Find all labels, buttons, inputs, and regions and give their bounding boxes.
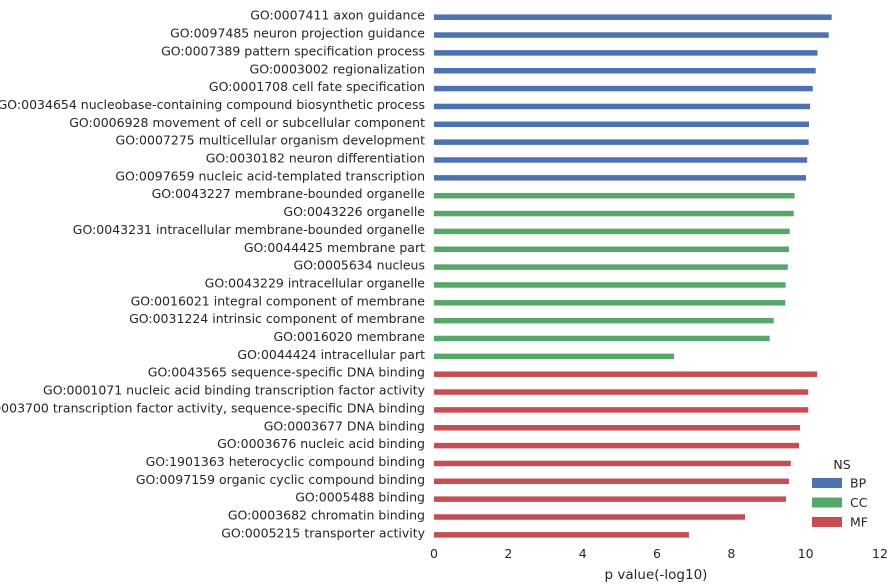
category-label: GO:0043231 intracellular membrane-bounde… bbox=[73, 222, 426, 237]
x-axis: 0 2 4 6 8 10 12 bbox=[430, 546, 888, 561]
bar-bp bbox=[434, 50, 818, 56]
category-label: GO:0007411 axon guidance bbox=[250, 8, 425, 23]
bar-cc bbox=[434, 300, 786, 306]
category-label: GO:0044424 intracellular part bbox=[237, 347, 425, 362]
x-tick-label: 4 bbox=[579, 546, 587, 561]
bar-cc bbox=[434, 192, 795, 199]
category-label: GO:0003677 DNA binding bbox=[264, 418, 425, 433]
category-label: GO:0097485 neuron projection guidance bbox=[170, 26, 425, 41]
bars-layer bbox=[434, 14, 832, 538]
category-label: GO:0097659 nucleic acid-templated transc… bbox=[115, 168, 425, 183]
category-label: GO:0005215 transporter activity bbox=[221, 525, 425, 540]
category-label: GO:0097159 organic cyclic compound bindi… bbox=[136, 472, 425, 487]
category-label: GO:0007275 multicellular organism develo… bbox=[116, 133, 426, 148]
category-label: GO:0034654 nucleobase-containing compoun… bbox=[0, 97, 425, 112]
category-label: GO:0031224 intrinsic component of membra… bbox=[129, 311, 425, 326]
category-label: GO:0016021 integral component of membran… bbox=[131, 293, 426, 308]
bar-mf bbox=[434, 407, 809, 413]
bar-cc bbox=[434, 210, 794, 217]
bar-mf bbox=[434, 389, 809, 395]
category-label: GO:0003700 transcription factor activity… bbox=[0, 400, 425, 415]
category-label: GO:0003676 nucleic acid binding bbox=[217, 436, 425, 451]
category-label: GO:0043227 membrane-bounded organelle bbox=[152, 186, 426, 201]
category-label: GO:0043565 sequence-specific DNA binding bbox=[148, 365, 425, 380]
bar-cc bbox=[434, 353, 675, 360]
x-tick-label: 2 bbox=[504, 546, 512, 561]
bar-bp bbox=[434, 139, 809, 145]
category-label: GO:0003002 regionalization bbox=[250, 61, 425, 76]
x-axis-label: p value(-log10) bbox=[605, 567, 708, 583]
bar-mf bbox=[434, 496, 786, 502]
category-label: GO:0001708 cell fate specification bbox=[209, 79, 425, 94]
legend: NS BP CC MF bbox=[812, 457, 868, 530]
legend-swatch-cc bbox=[812, 497, 842, 508]
bar-bp bbox=[434, 68, 816, 74]
bar-mf bbox=[434, 425, 801, 431]
legend-label-cc: CC bbox=[850, 495, 868, 510]
legend-label-bp: BP bbox=[850, 476, 867, 491]
bar-cc bbox=[434, 335, 770, 342]
bar-bp bbox=[434, 175, 807, 181]
x-tick-label: 12 bbox=[872, 546, 888, 561]
bar-bp bbox=[434, 14, 832, 20]
bar-bp bbox=[434, 32, 829, 38]
legend-title: NS bbox=[833, 457, 850, 472]
category-label: GO:0030182 neuron differentiation bbox=[206, 151, 425, 166]
legend-swatch-mf bbox=[812, 517, 842, 527]
bar-cc bbox=[434, 264, 788, 270]
bar-mf bbox=[434, 442, 799, 449]
bar-cc bbox=[434, 228, 790, 235]
bar-bp bbox=[434, 103, 811, 110]
category-label: GO:0003682 chromatin binding bbox=[228, 508, 425, 523]
bar-cc bbox=[434, 246, 789, 252]
bar-mf bbox=[434, 460, 791, 467]
bar-mf bbox=[434, 514, 746, 520]
x-tick-label: 10 bbox=[798, 546, 814, 561]
category-label: GO:0005488 binding bbox=[295, 490, 425, 505]
category-label: GO:0005634 nucleus bbox=[294, 258, 425, 273]
category-label: GO:0043229 intracellular organelle bbox=[205, 275, 426, 290]
category-label: GO:0016020 membrane bbox=[273, 329, 425, 344]
x-tick-label: 6 bbox=[653, 546, 661, 561]
bar-bp bbox=[434, 85, 813, 92]
x-tick-label: 0 bbox=[430, 546, 438, 561]
legend-label-mf: MF bbox=[850, 515, 868, 530]
bar-mf bbox=[434, 371, 818, 377]
x-tick-label: 8 bbox=[727, 546, 735, 561]
category-label: GO:0001071 nucleic acid binding transcri… bbox=[43, 383, 426, 398]
category-label: GO:0044425 membrane part bbox=[244, 240, 425, 255]
legend-swatch-bp bbox=[812, 478, 842, 488]
category-label: GO:1901363 heterocyclic compound binding bbox=[146, 454, 425, 469]
category-labels: GO:0007411 axon guidance GO:0097485 neuro… bbox=[0, 8, 426, 541]
category-label: GO:0007389 pattern specification process bbox=[161, 43, 425, 58]
bar-cc bbox=[434, 282, 786, 288]
bar-cc bbox=[434, 317, 774, 324]
bar-bp bbox=[434, 121, 810, 128]
category-label: GO:0006928 movement of cell or subcellul… bbox=[69, 115, 425, 130]
bar-mf bbox=[434, 478, 789, 485]
category-label: GO:0043226 organelle bbox=[283, 204, 425, 219]
bar-bp bbox=[434, 157, 808, 163]
bar-mf bbox=[434, 532, 689, 538]
